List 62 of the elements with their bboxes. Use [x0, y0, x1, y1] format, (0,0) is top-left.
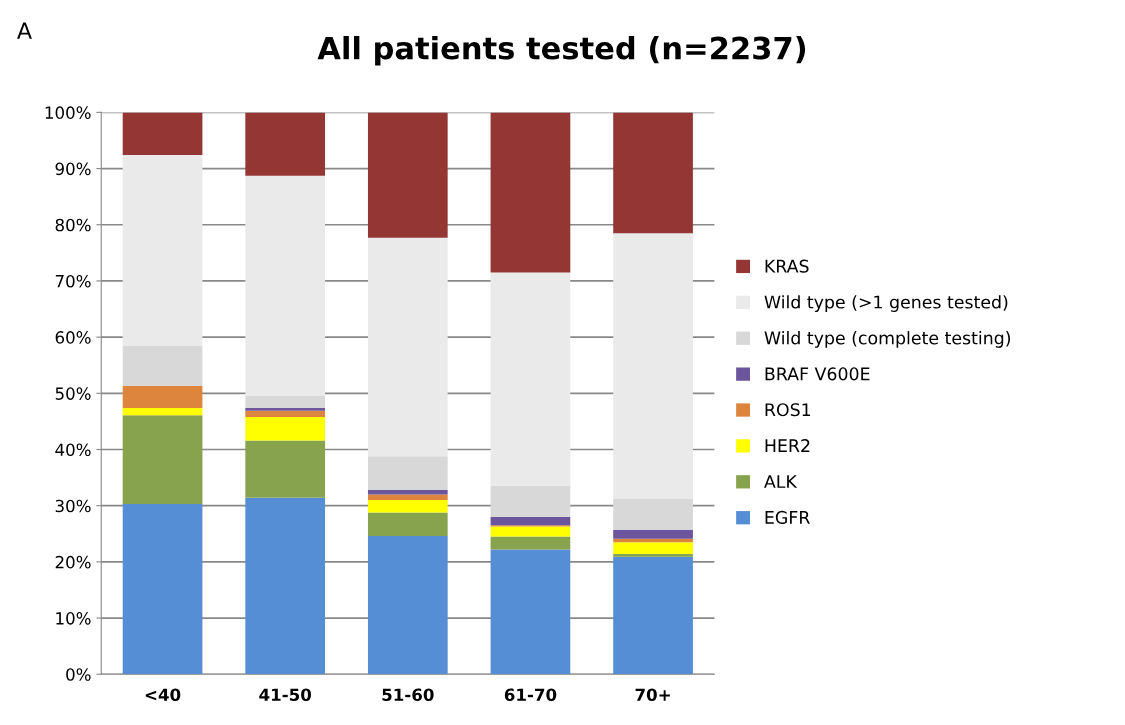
- legend-label: KRAS: [765, 259, 809, 273]
- bar: [367, 237, 448, 457]
- bar: [367, 512, 448, 537]
- bar: [367, 112, 448, 238]
- text: A: [17, 22, 32, 39]
- bar: [245, 440, 326, 498]
- chart-title: All patients tested (n=2237): [317, 35, 806, 66]
- bar: [245, 410, 326, 417]
- y-tick-label: 90%: [55, 162, 91, 176]
- legend-label: Wild type (complete testing): [764, 331, 1011, 348]
- bar: [613, 233, 693, 499]
- bar: [122, 504, 203, 675]
- bar: [367, 456, 448, 490]
- y-tick-label: 20%: [55, 555, 91, 569]
- legend-label: HER2: [765, 439, 810, 452]
- bar: [490, 112, 571, 273]
- bar: [245, 395, 326, 408]
- x-tick-label: <40: [145, 688, 181, 702]
- y-tick-label: 40%: [55, 443, 91, 457]
- legend-label: ALK: [764, 475, 798, 488]
- bar: [122, 346, 203, 387]
- bar: [245, 112, 326, 176]
- bar: [613, 498, 693, 530]
- x-tick-label: 51-60: [382, 688, 434, 702]
- bar: [367, 494, 448, 501]
- bar: [122, 155, 203, 347]
- bar: [490, 485, 571, 517]
- y-tick-label: 0%: [66, 668, 91, 681]
- x-tick-label: 61-70: [504, 688, 557, 702]
- bar: [245, 175, 326, 396]
- bar: [490, 536, 571, 550]
- y-tick-label: 100%: [45, 106, 91, 119]
- bar: [122, 112, 203, 156]
- bar: [245, 407, 326, 411]
- y-tick-label: 10%: [56, 612, 91, 625]
- y-tick-label: 80%: [55, 218, 91, 232]
- bar: [613, 542, 693, 555]
- legend-label: EGFR: [765, 510, 810, 524]
- bar: [613, 556, 693, 675]
- bar: [122, 407, 203, 416]
- y-tick-label: 30%: [55, 499, 91, 513]
- bar: [490, 549, 571, 675]
- x-tick-label: 70+: [635, 688, 670, 702]
- legend-label: BRAF V600E: [765, 367, 870, 381]
- legend-label: Wild type (>1 genes tested): [764, 295, 1008, 312]
- bar: [490, 516, 571, 526]
- bar: [245, 416, 326, 441]
- legend-label: ROS1: [765, 403, 811, 417]
- y-tick-label: 60%: [55, 331, 91, 344]
- x-tick-label: 41-50: [259, 688, 312, 702]
- bar: [122, 415, 203, 504]
- bar: [613, 554, 693, 557]
- bar: [367, 536, 448, 675]
- bar: [245, 497, 326, 675]
- bar: [122, 386, 203, 408]
- bar: [490, 526, 571, 537]
- bar: [613, 112, 693, 234]
- bar: [490, 272, 571, 486]
- bar: [613, 529, 693, 539]
- y-tick-label: 50%: [55, 387, 91, 400]
- bar: [367, 500, 448, 513]
- y-tick-label: 70%: [55, 274, 91, 288]
